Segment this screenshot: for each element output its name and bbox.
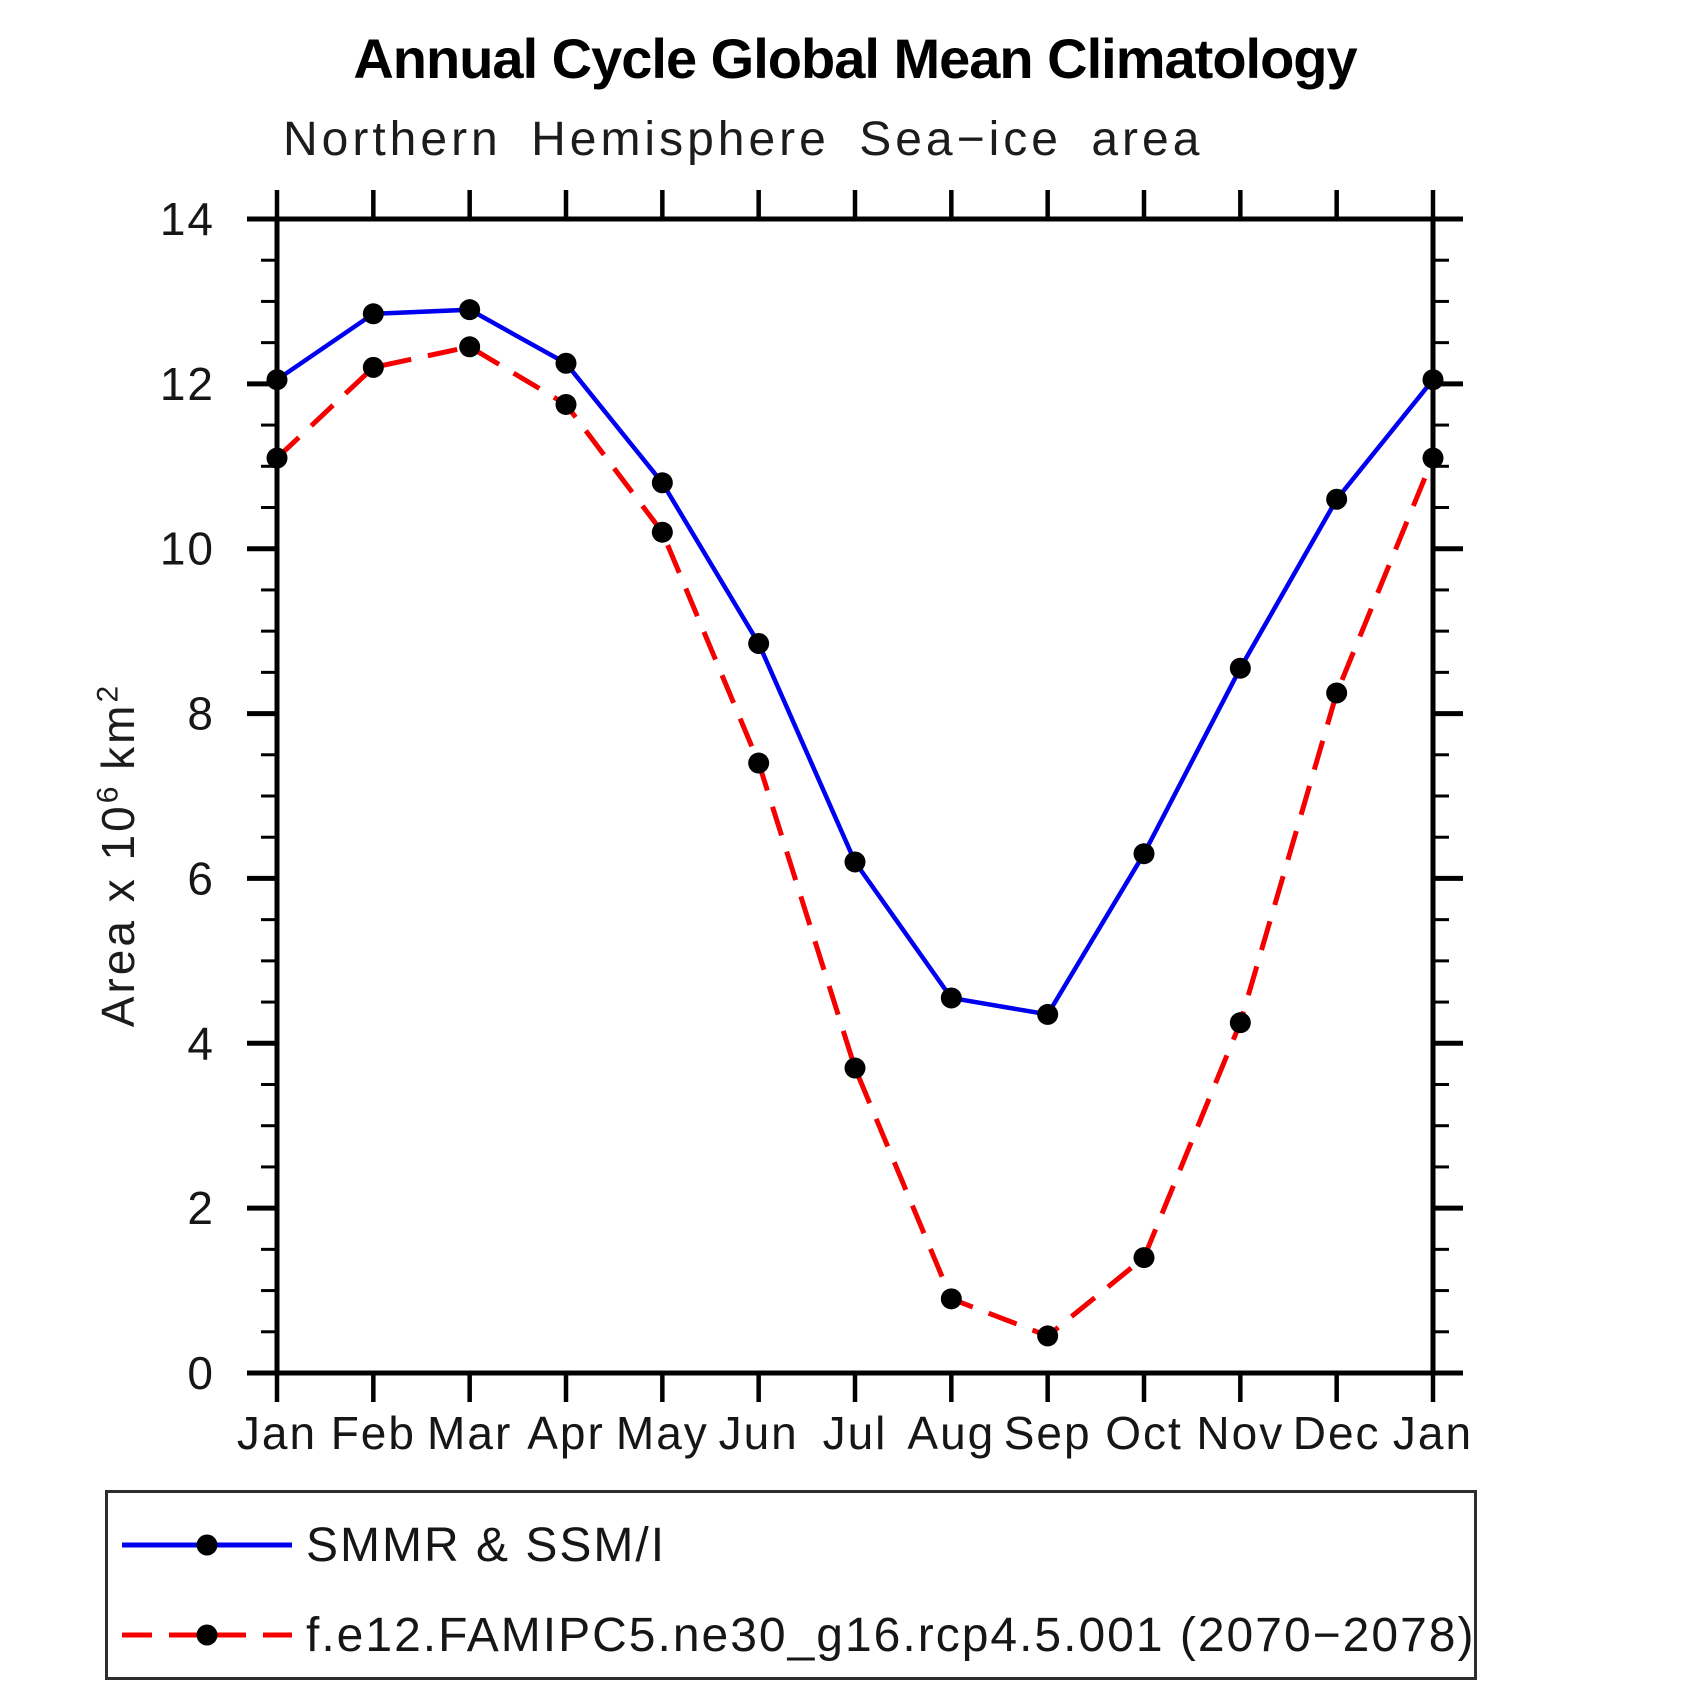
y-tick-label: 4: [187, 1017, 215, 1069]
data-point-marker: [651, 472, 673, 494]
data-point-marker: [362, 303, 384, 325]
x-tick-label: Aug: [907, 1407, 995, 1459]
data-point-marker: [1422, 447, 1444, 469]
data-point-marker: [940, 987, 962, 1009]
data-point-marker: [651, 521, 673, 543]
data-point-marker: [1133, 843, 1155, 865]
y-tick-label: 8: [187, 688, 215, 740]
data-point-marker: [748, 633, 770, 655]
legend-row-observations: SMMR & SSM/I: [118, 1515, 666, 1575]
data-point-marker: [1133, 1247, 1155, 1269]
data-point-marker: [459, 336, 481, 358]
data-point-marker: [844, 1057, 866, 1079]
data-point-marker: [266, 447, 288, 469]
legend-line-sample-dashed: [122, 1624, 292, 1646]
legend-sample-marker: [196, 1624, 218, 1646]
x-tick-label: Jul: [823, 1407, 888, 1459]
data-point-marker: [1326, 488, 1348, 510]
data-point-marker: [1422, 369, 1444, 391]
x-tick-label: Apr: [527, 1407, 605, 1459]
x-tick-label: Dec: [1293, 1407, 1381, 1459]
x-tick-label: May: [616, 1407, 709, 1459]
data-point-marker: [266, 369, 288, 391]
y-tick-label: 0: [187, 1347, 215, 1399]
data-point-marker: [362, 356, 384, 378]
data-point-marker: [844, 851, 866, 873]
data-point-marker: [555, 352, 577, 374]
legend: SMMR & SSM/I f.e12.FAMIPC5.ne30_g16.rcp4…: [105, 1490, 1477, 1680]
x-tick-label: Jan: [237, 1407, 317, 1459]
y-tick-label: 12: [160, 358, 215, 410]
x-tick-label: Feb: [331, 1407, 416, 1459]
data-point-marker: [1229, 657, 1251, 679]
x-tick-label: Sep: [1004, 1407, 1092, 1459]
x-tick-label: Oct: [1105, 1407, 1183, 1459]
legend-label-observations: SMMR & SSM/I: [306, 1518, 667, 1572]
data-point-marker: [1326, 682, 1348, 704]
chart-title: Annual Cycle Global Mean Climatology: [353, 27, 1357, 90]
x-tick-label: Nov: [1196, 1407, 1284, 1459]
legend-sample-marker: [196, 1534, 218, 1556]
chart-subtitle: Northern Hemisphere Sea−ice area: [283, 113, 1204, 166]
data-point-marker: [1229, 1012, 1251, 1034]
legend-line-sample-solid: [122, 1534, 292, 1556]
x-tick-label: Jan: [1393, 1407, 1473, 1459]
data-point-marker: [1037, 1003, 1059, 1025]
data-point-marker: [459, 299, 481, 321]
y-tick-label: 2: [187, 1182, 215, 1234]
y-tick-label: 10: [160, 523, 215, 575]
legend-label-model: f.e12.FAMIPC5.ne30_g16.rcp4.5.001 (2070−…: [306, 1608, 1476, 1662]
series-line-0: [275, 307, 1435, 1017]
y-tick-label: 6: [187, 852, 215, 904]
legend-row-model: f.e12.FAMIPC5.ne30_g16.rcp4.5.001 (2070−…: [118, 1605, 1475, 1665]
data-point-marker: [1037, 1325, 1059, 1347]
y-tick-label: 14: [160, 193, 215, 245]
x-tick-label: Jun: [719, 1407, 799, 1459]
series-line-1: [275, 344, 1436, 1339]
data-point-marker: [940, 1288, 962, 1310]
plot-box: [274, 216, 1436, 1376]
x-tick-label: Mar: [427, 1407, 512, 1459]
data-point-marker: [555, 393, 577, 415]
data-point-marker: [748, 752, 770, 774]
